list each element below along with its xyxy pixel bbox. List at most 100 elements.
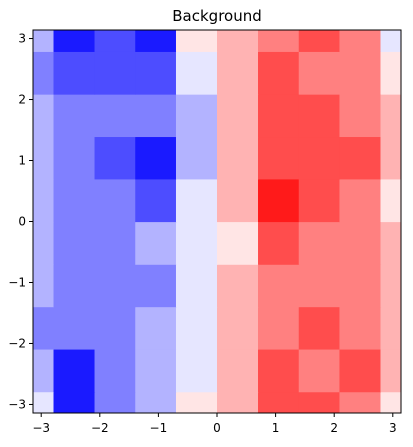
heat-cell [94,51,136,95]
heat-cell [298,178,341,223]
heat-cell [135,221,177,265]
heat-cell [217,221,259,265]
heat-cell [175,94,218,138]
chart-title: Background [172,7,262,25]
heat-cell [94,136,136,180]
heat-cell [339,178,382,223]
heat-cell [135,51,177,95]
heat-cell [175,221,218,265]
heat-cell [94,306,136,350]
heat-cell [217,348,259,393]
heat-cell [380,264,401,308]
x-tick-label: 3 [389,421,397,435]
heat-cell [135,30,177,52]
heat-cell [298,306,341,350]
heat-cell [53,221,96,265]
heat-cell [298,221,341,265]
heat-cell [217,264,259,308]
heat-cell [33,94,55,138]
heat-cell [53,264,96,308]
heat-cell [339,136,382,180]
heat-cell [339,51,382,95]
heat-cell [298,136,341,180]
heat-cell [53,391,96,413]
heat-cell [380,51,401,95]
heat-cell [380,136,401,180]
heat-cell [135,391,177,413]
heat-cell [258,51,300,95]
x-tick-label: 0 [213,421,221,435]
heat-cell [339,30,382,52]
heat-cell [33,391,55,413]
heat-cell [339,264,382,308]
heat-cell [258,178,300,223]
heat-cell [94,348,136,393]
heat-cell [175,51,218,95]
heat-cell [380,221,401,265]
heat-cell [175,306,218,350]
heat-cell [258,221,300,265]
x-tick-label: −2 [91,421,109,435]
heat-cell [217,51,259,95]
y-tick-label: −3 [8,397,26,411]
heat-cell [33,30,55,52]
heat-cell [339,391,382,413]
heat-cell [33,221,55,265]
heat-cell [53,306,96,350]
heat-cell [33,178,55,223]
heat-cell [33,136,55,180]
heat-cell [258,30,300,52]
heat-cell [380,306,401,350]
heat-cell [94,30,136,52]
heat-cell [380,178,401,223]
heat-cell [135,136,177,180]
heat-cell [298,51,341,95]
heat-cell [339,221,382,265]
x-tick-label: 1 [272,421,280,435]
heat-cell [53,348,96,393]
heat-cell [53,94,96,138]
y-tick-label: −1 [8,275,26,289]
heat-cell [258,94,300,138]
heat-cell [217,94,259,138]
y-tick-label: 2 [18,93,26,107]
heat-cell [217,391,259,413]
heat-cell [135,306,177,350]
heat-cell [217,306,259,350]
heatmap-cells [33,30,401,413]
heat-cell [53,136,96,180]
x-tick-label: 2 [330,421,338,435]
heat-cell [33,51,55,95]
heat-cell [258,136,300,180]
y-tick-label: 0 [18,215,26,229]
x-tick-label: −3 [32,421,50,435]
heat-cell [298,348,341,393]
y-tick-label: −2 [8,336,26,350]
heat-cell [175,391,218,413]
heat-cell [135,178,177,223]
heat-cell [53,178,96,223]
heat-cell [175,136,218,180]
heat-cell [380,391,401,413]
y-tick-label: 1 [18,154,26,168]
heat-cell [94,264,136,308]
heat-cell [33,264,55,308]
heat-cell [380,94,401,138]
heat-cell [217,136,259,180]
heat-cell [175,178,218,223]
heat-cell [94,391,136,413]
heat-cell [175,30,218,52]
heat-cell [135,348,177,393]
heat-cell [298,391,341,413]
heat-cell [217,178,259,223]
heat-cell [175,348,218,393]
heat-cell [217,30,259,52]
heat-cell [94,178,136,223]
heat-cell [258,391,300,413]
heat-cell [298,94,341,138]
heat-cell [258,348,300,393]
y-tick-label: 3 [18,32,26,46]
heat-cell [380,348,401,393]
heat-cell [135,264,177,308]
